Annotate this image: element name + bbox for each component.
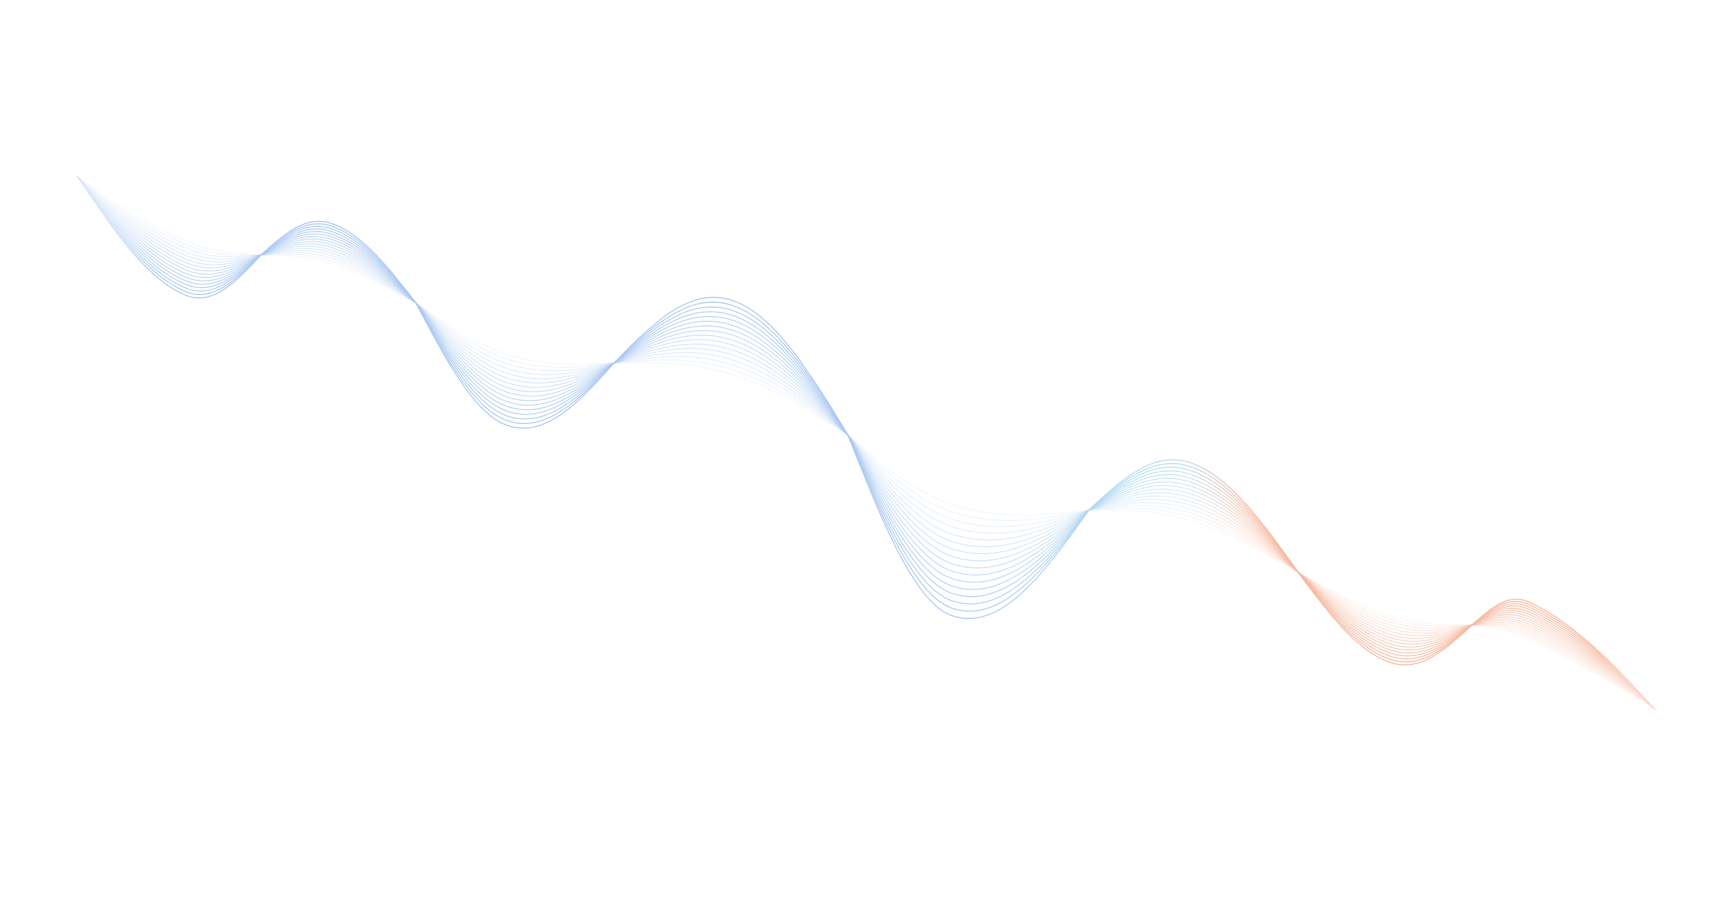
wave-group	[76, 175, 1657, 711]
wave-line	[76, 175, 1657, 711]
